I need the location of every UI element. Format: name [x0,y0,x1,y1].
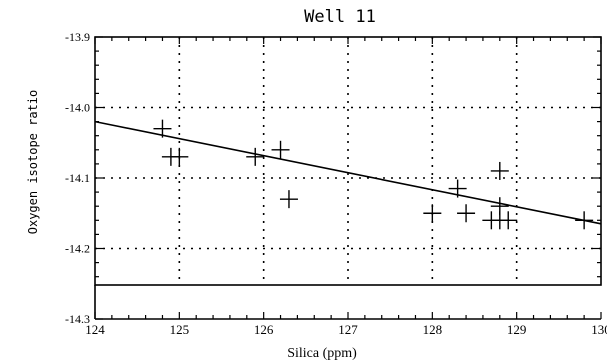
x-axis-label: Silica (ppm) [287,346,357,361]
y-tick-label: -14.3 [65,312,90,326]
regression-line [94,120,602,225]
data-point [575,211,594,230]
data-point [271,140,290,159]
y-tick-label: -14.2 [65,242,90,256]
y-tick-labels: -13.9 -14.0 -14.1 -14.2 -14.3 [65,30,90,326]
y-tick-label: -13.9 [65,30,90,44]
data-point [448,179,467,198]
data-point [170,147,189,166]
x-tick-label: 127 [338,322,358,337]
data-points [153,119,594,230]
x-tick-label: 125 [170,322,190,337]
y-tick-label: -14.0 [65,101,90,115]
x-tick-label: 130 [591,322,607,337]
data-point [499,211,518,230]
x-tick-label: 128 [423,322,443,337]
data-point [246,147,265,166]
x-tick-label: 129 [507,322,527,337]
data-point [279,190,298,209]
data-point [423,204,442,223]
data-point [457,204,476,223]
x-tick-labels: 124 125 126 127 128 129 130 [85,322,607,337]
y-axis-label: Oxygen isotope ratio [26,90,40,235]
data-point [153,119,172,138]
chart-title: Well 11 [304,7,376,27]
axis-ticks [94,36,602,320]
x-tick-label: 124 [85,322,105,337]
data-point [490,161,509,180]
y-tick-label: -14.1 [65,171,90,185]
x-tick-label: 126 [254,322,274,337]
grid-lines [95,37,601,285]
